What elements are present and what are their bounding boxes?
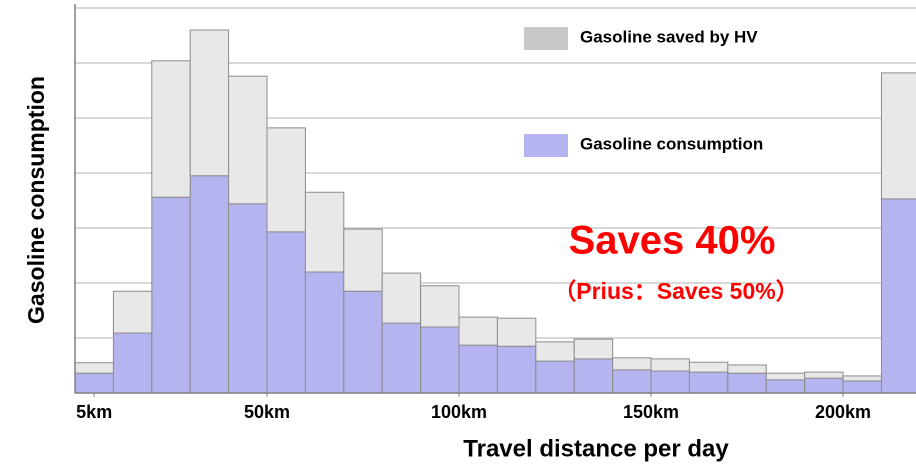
y-axis-label: Gasoline consumption bbox=[23, 76, 49, 324]
bar bbox=[496, 317, 537, 347]
bar bbox=[381, 272, 422, 324]
x-tick-label: 5km bbox=[76, 402, 112, 422]
legend-swatch bbox=[524, 134, 568, 157]
bar bbox=[496, 345, 537, 394]
bar bbox=[458, 316, 498, 346]
bar bbox=[74, 362, 114, 374]
bar bbox=[880, 72, 916, 200]
bar bbox=[266, 231, 306, 394]
bar bbox=[343, 290, 383, 394]
bar bbox=[228, 75, 268, 205]
legend-text-bg bbox=[570, 24, 870, 52]
bar bbox=[612, 369, 652, 394]
bar bbox=[304, 271, 345, 394]
bar bbox=[112, 290, 153, 334]
bar bbox=[573, 338, 614, 360]
annotation: （Prius：Saves 50%） bbox=[553, 278, 798, 304]
bar bbox=[765, 372, 806, 381]
bar bbox=[688, 361, 729, 373]
bar bbox=[189, 29, 230, 177]
bar bbox=[151, 60, 191, 198]
bar bbox=[804, 371, 844, 379]
bar bbox=[420, 326, 460, 394]
bar bbox=[688, 371, 729, 394]
legend-label: Gasoline consumption bbox=[580, 134, 763, 153]
bar bbox=[650, 370, 690, 394]
legend-label: Gasoline saved by HV bbox=[580, 27, 758, 46]
bar bbox=[381, 322, 422, 394]
bar bbox=[304, 191, 345, 273]
bar bbox=[343, 228, 383, 292]
bar bbox=[112, 332, 153, 394]
annotation: Saves 40% bbox=[569, 219, 776, 263]
bar bbox=[189, 175, 230, 394]
bar bbox=[842, 375, 882, 382]
x-tick-label: 50km bbox=[244, 402, 290, 422]
bar bbox=[650, 358, 690, 372]
bar bbox=[765, 379, 806, 394]
bar bbox=[804, 377, 844, 394]
legend-text-bg bbox=[570, 131, 870, 159]
legend-swatch bbox=[524, 27, 568, 50]
bar bbox=[228, 203, 268, 394]
bar bbox=[151, 196, 191, 394]
bar bbox=[880, 198, 916, 394]
x-axis-label: Travel distance per day bbox=[463, 435, 729, 462]
x-tick-label: 150km bbox=[623, 402, 679, 422]
x-tick-label: 100km bbox=[431, 402, 487, 422]
bar bbox=[458, 344, 498, 394]
bar bbox=[612, 357, 652, 371]
bar bbox=[727, 364, 767, 374]
bar bbox=[535, 360, 575, 394]
bar bbox=[74, 372, 114, 394]
bar bbox=[535, 341, 575, 362]
bar bbox=[266, 127, 306, 233]
bar bbox=[573, 358, 614, 394]
x-tick-label: 200km bbox=[815, 402, 871, 422]
bar bbox=[842, 380, 882, 394]
bar bbox=[727, 372, 767, 394]
bar bbox=[420, 285, 460, 328]
